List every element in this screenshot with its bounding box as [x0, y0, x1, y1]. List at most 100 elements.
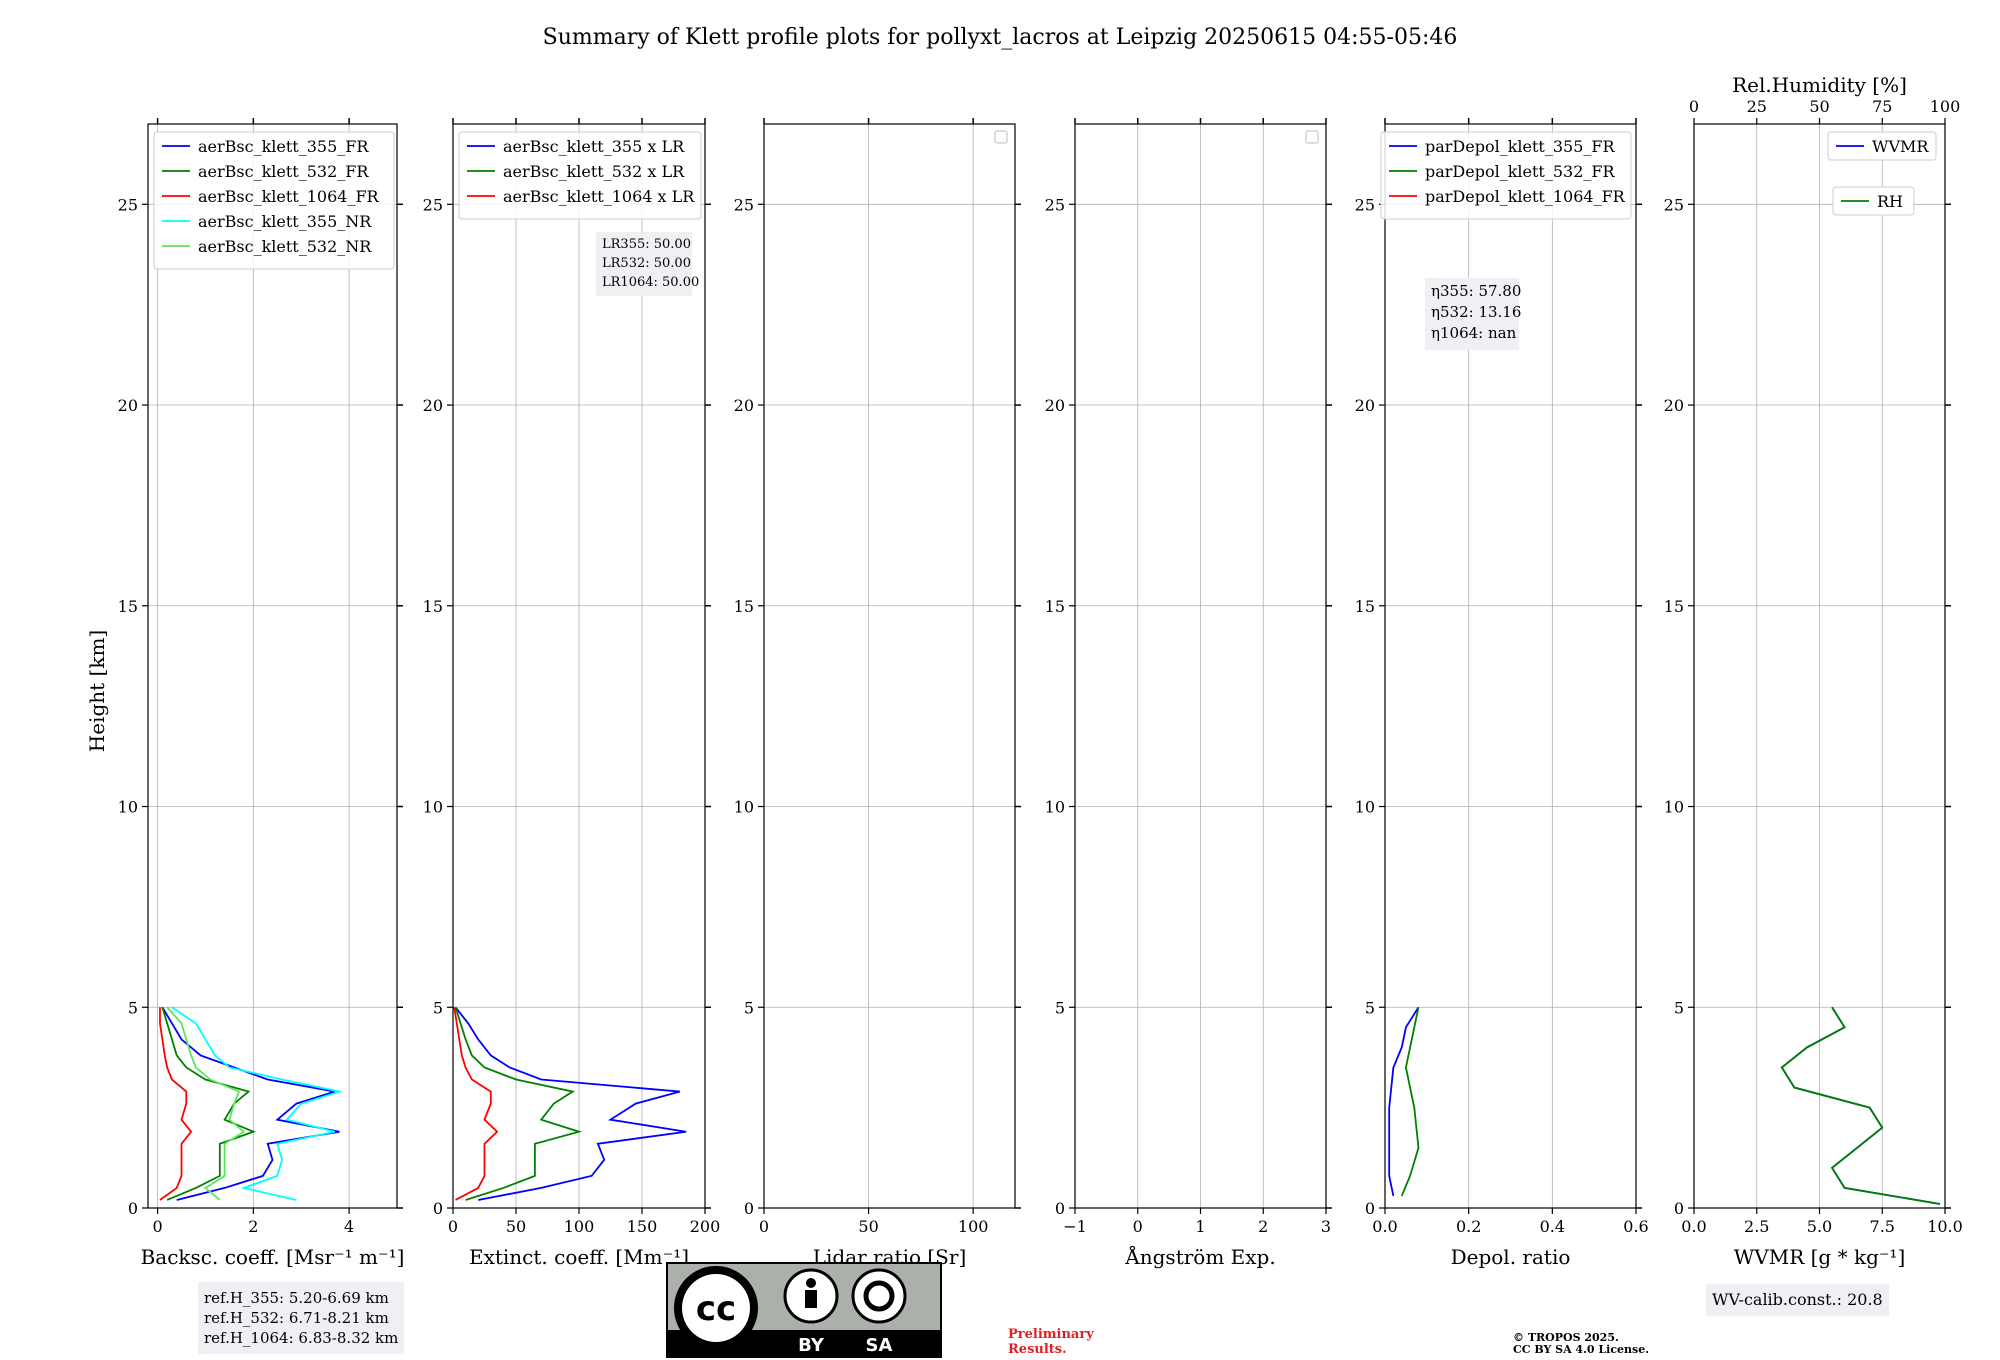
legend-box — [1827, 131, 1937, 161]
y-tick-label: 5 — [744, 998, 754, 1017]
y-tick-label: 20 — [1045, 396, 1065, 415]
series-line-aerbsc-klett-1064-x-lr — [453, 1007, 499, 1201]
annotation-line: LR1064: 50.00 — [602, 275, 699, 290]
cc-by-sa-logo: cc BY SA — [666, 1262, 942, 1358]
legend-label: aerBsc_klett_1064_FR — [198, 187, 380, 206]
copyright-line-2: CC BY SA 4.0 License. — [1513, 1343, 1650, 1356]
legend-label: aerBsc_klett_532_NR — [198, 237, 372, 256]
y-tick-label: 25 — [734, 195, 754, 214]
x-tick-label: 2.5 — [1744, 1217, 1769, 1236]
axes-frame — [1384, 123, 1637, 1209]
y-tick-label: 15 — [1355, 597, 1375, 616]
x-tick-label: 50 — [858, 1217, 878, 1236]
series-line-aerbsc-klett-355-fr — [161, 1006, 340, 1201]
y-tick-label: 5 — [1055, 998, 1065, 1017]
y-tick-label: 25 — [1664, 195, 1684, 214]
y-tick-label: 15 — [1045, 597, 1065, 616]
annotation-box — [596, 232, 692, 296]
annotation-box — [1425, 278, 1519, 350]
y-tick-label: 25 — [423, 195, 443, 214]
legend-label: aerBsc_klett_1064 x LR — [503, 187, 695, 206]
y-tick-label: 5 — [128, 998, 138, 1017]
series-line-aerbsc-klett-532-x-lr — [454, 1006, 583, 1201]
ref-height-box: ref.H_355: 5.20-6.69 km ref.H_532: 6.71-… — [198, 1282, 405, 1354]
y-tick-label: 0 — [128, 1199, 138, 1218]
x-tick-label: 0 — [1133, 1217, 1143, 1236]
x2-tick-label: 75 — [1872, 97, 1892, 116]
y-tick-label: 10 — [423, 798, 443, 817]
y-tick-label: 20 — [423, 396, 443, 415]
x-tick-label: 0.0 — [1681, 1217, 1706, 1236]
x-axis-label: Ångström Exp. — [1124, 1244, 1275, 1269]
wv-calib-box: WV-calib.const.: 20.8 — [1706, 1284, 1889, 1316]
x-tick-label: 0.2 — [1456, 1217, 1481, 1236]
series-line-aerbsc-klett-532-fr — [161, 1007, 256, 1201]
annotation-line: LR355: 50.00 — [602, 237, 691, 252]
legend-label: aerBsc_klett_532_FR — [198, 162, 369, 181]
series-line-aerbsc-klett-1064-fr — [159, 1007, 193, 1201]
legend-label: parDepol_klett_355_FR — [1425, 137, 1616, 156]
legend-label: parDepol_klett_1064_FR — [1425, 187, 1626, 206]
x2-axis-label: Rel.Humidity [%] — [1732, 73, 1907, 97]
legend-label: aerBsc_klett_355_NR — [198, 212, 372, 231]
x-tick-label: 3 — [1321, 1217, 1331, 1236]
y-tick-label: 25 — [1355, 195, 1375, 214]
x-tick-label: 0 — [759, 1217, 769, 1236]
y-tick-label: 10 — [1664, 798, 1684, 817]
y-tick-label: 0 — [1055, 1199, 1065, 1218]
x-tick-label: 0 — [152, 1217, 162, 1236]
copyright-note: © TROPOS 2025. CC BY SA 4.0 License. — [1513, 1332, 1649, 1356]
x-tick-label: −1 — [1063, 1217, 1087, 1236]
x2-tick-label: 25 — [1747, 97, 1767, 116]
annotation-line: η355: 57.80 — [1431, 282, 1521, 300]
legend-label: WVMR — [1872, 137, 1929, 156]
preliminary-line-2: Results. — [1008, 1342, 1067, 1357]
y-tick-label: 5 — [433, 998, 443, 1017]
y-tick-label: 0 — [433, 1199, 443, 1218]
x-tick-label: 1 — [1195, 1217, 1205, 1236]
ref-height-532: ref.H_532: 6.71-8.21 km — [204, 1309, 389, 1327]
depol-panel: 0.0 0.2 0.4 0.6 0 5 10 15 20 25 Depol. ratio parDep… — [1355, 118, 1649, 1269]
y-tick-label: 25 — [1045, 195, 1065, 214]
legend-label: aerBsc_klett_355_FR — [198, 137, 369, 156]
wvmr-panel: 0.0 2.5 5.0 7.5 10.0 0 5 10 15 20 25 0 25 50 75 100 Rel.… — [1664, 73, 1963, 1269]
y-tick-label: 15 — [423, 597, 443, 616]
extinction-panel: 0 50 100 150 200 0 5 10 15 20 25 Extinct. coeff. [M… — [423, 118, 720, 1269]
series-line-pardepol-klett-532-fr — [1400, 1007, 1420, 1197]
copyright-line-1: © TROPOS 2025. — [1513, 1331, 1619, 1344]
x-axis-label: WVMR [g * kg⁻¹] — [1734, 1245, 1906, 1269]
y-tick-label: 15 — [734, 597, 754, 616]
y-tick-label: 20 — [118, 396, 138, 415]
preliminary-line-1: Preliminary — [1008, 1327, 1094, 1342]
legend-box — [458, 131, 702, 220]
axes-frame — [763, 123, 1016, 1209]
annotation-line: η1064: nan — [1431, 324, 1517, 342]
x-tick-label: 10.0 — [1927, 1217, 1963, 1236]
x-tick-label: 2 — [248, 1217, 258, 1236]
empty-legend-box — [994, 130, 1008, 144]
x-tick-label: 0 — [448, 1217, 458, 1236]
legend-box — [1832, 186, 1915, 216]
backscatter-panel: 0 2 4 0 5 10 15 20 25 Backsc. coeff. [Msr⁻¹ m⁻¹] a… — [118, 118, 404, 1269]
x2-tick-label: 50 — [1809, 97, 1829, 116]
series-line-pardepol-klett-355-fr — [1388, 1006, 1420, 1197]
legend-label: aerBsc_klett_355 x LR — [503, 137, 685, 156]
series-line-aerbsc-klett-355-x-lr — [454, 1006, 687, 1201]
x-tick-label: 100 — [564, 1217, 595, 1236]
y-tick-label: 0 — [1674, 1199, 1684, 1218]
series-line-aerbsc-klett-355-nr — [171, 1006, 344, 1201]
x-axis-label: Extinct. coeff. [Mm⁻¹] — [469, 1245, 689, 1269]
y-tick-label: 20 — [1355, 396, 1375, 415]
legend-label: RH — [1877, 192, 1903, 211]
y-tick-label: 15 — [118, 597, 138, 616]
x-tick-label: 4 — [344, 1217, 354, 1236]
cc-sa-label: SA — [866, 1335, 893, 1356]
x-tick-label: 0.4 — [1540, 1217, 1565, 1236]
x-tick-label: 50 — [506, 1217, 526, 1236]
cc-mark: cc — [696, 1289, 736, 1329]
y-tick-label: 25 — [118, 195, 138, 214]
annotation-line: η532: 13.16 — [1431, 303, 1521, 321]
cc-by-label: BY — [798, 1335, 825, 1356]
series-line-rh — [1780, 1006, 1941, 1205]
